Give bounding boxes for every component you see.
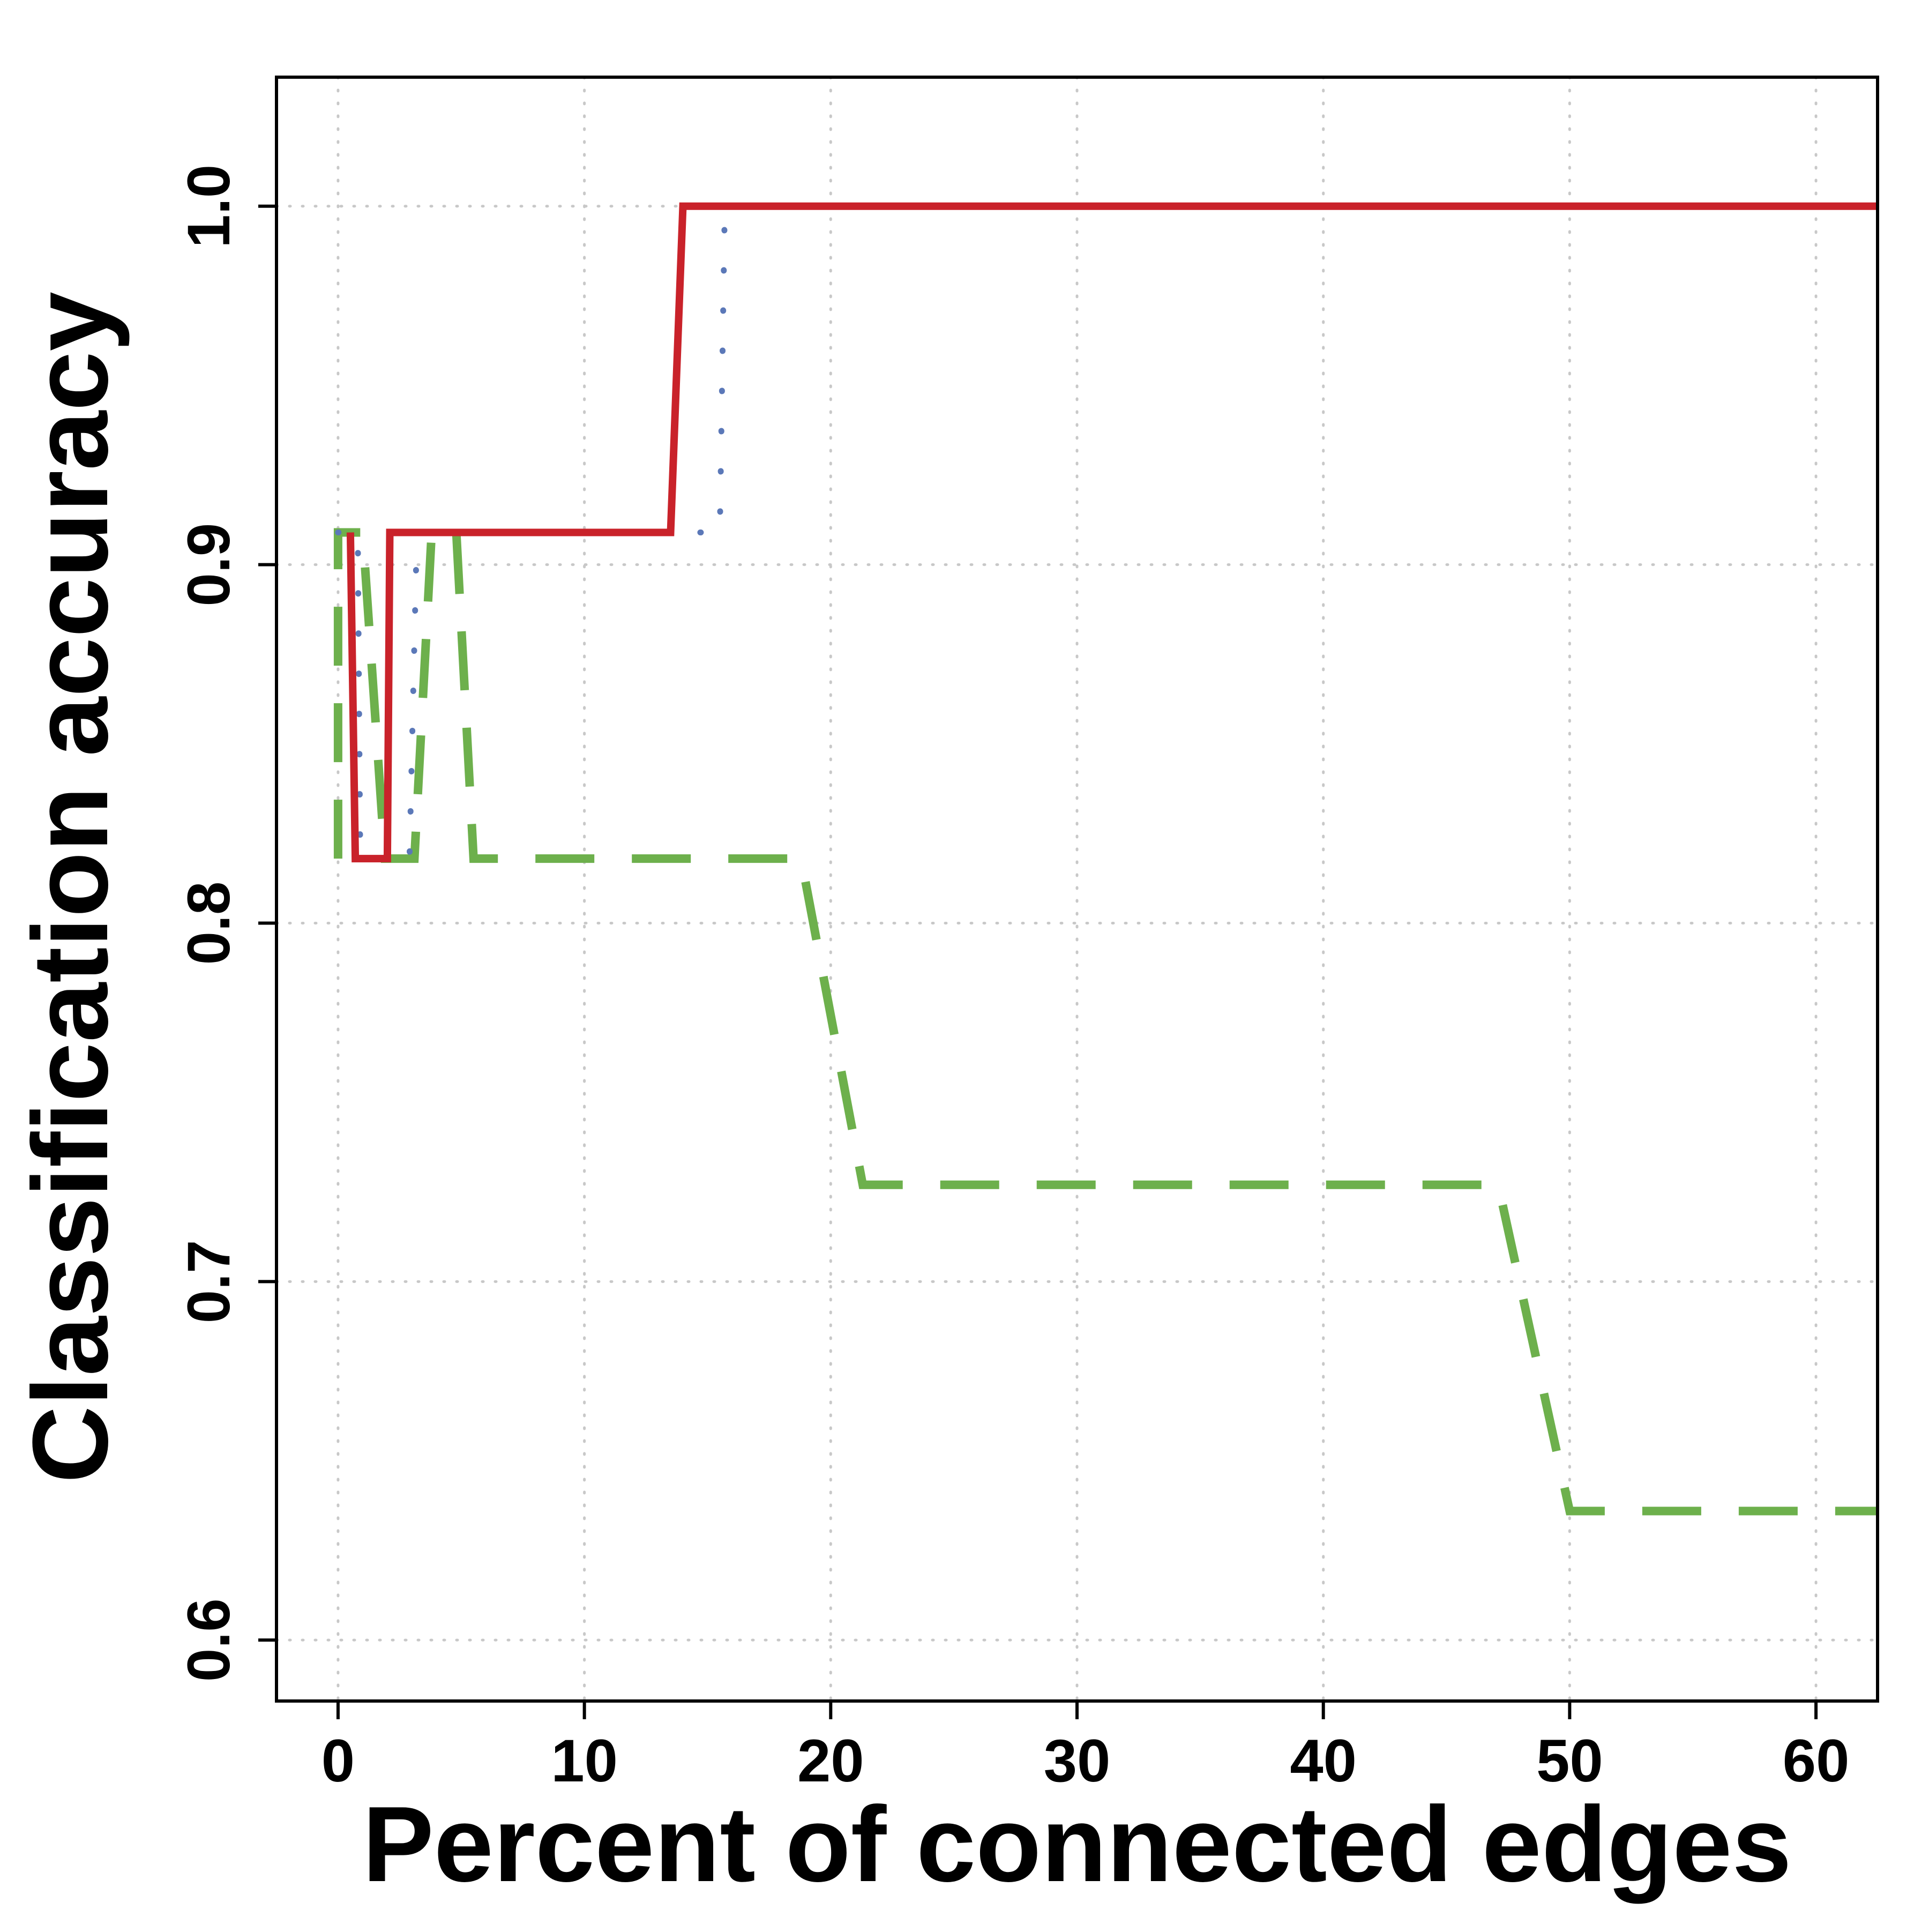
y-axis-title: Classification accuracy	[11, 292, 130, 1483]
y-tick-label: 0.7	[175, 1240, 242, 1324]
series-line-dashed	[333, 528, 1878, 1516]
y-tick-label: 0.6	[175, 1598, 242, 1682]
axis-ticks: 0 10 20 30 40 50 60 0.6 0.7 0.8 0.9 1.0	[175, 165, 1849, 1794]
x-tick-label: 40	[1290, 1727, 1357, 1794]
y-tick-label: 0.9	[175, 523, 242, 607]
x-tick-label: 10	[551, 1727, 618, 1794]
x-tick-label: 20	[797, 1727, 864, 1794]
y-tick-label: 0.8	[175, 882, 242, 965]
x-tick-label: 0	[322, 1727, 355, 1794]
grid-lines	[275, 76, 1879, 1703]
x-tick-label: 30	[1044, 1727, 1111, 1794]
series-lines	[333, 202, 1878, 1516]
y-tick-label: 1.0	[175, 165, 242, 248]
series-line-solid	[346, 202, 1878, 863]
x-tick-label: 60	[1783, 1727, 1850, 1794]
x-axis-title: Percent of connected edges	[362, 1785, 1791, 1904]
x-tick-label: 50	[1536, 1727, 1603, 1794]
